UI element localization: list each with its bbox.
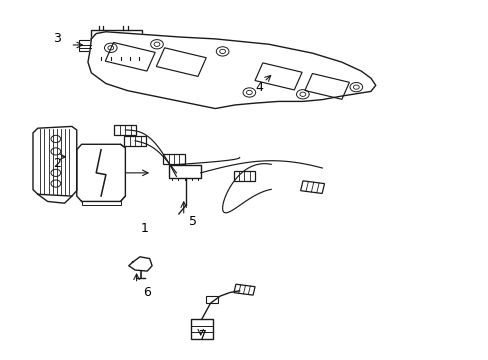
Bar: [156, 48, 206, 76]
Text: 6: 6: [143, 286, 151, 299]
Bar: [163, 154, 184, 163]
Polygon shape: [128, 257, 152, 271]
Bar: [300, 181, 324, 193]
Bar: [114, 125, 136, 135]
Bar: [233, 171, 255, 181]
Text: 1: 1: [141, 222, 148, 235]
Bar: [124, 136, 146, 146]
Bar: [305, 73, 349, 99]
Bar: [254, 63, 302, 90]
Text: 7: 7: [199, 329, 207, 342]
Bar: [94, 33, 115, 55]
Bar: [191, 319, 212, 339]
Bar: [233, 284, 255, 295]
Bar: [169, 165, 201, 178]
Text: 2: 2: [53, 157, 61, 170]
Bar: [118, 33, 139, 55]
Bar: [79, 40, 91, 51]
Polygon shape: [77, 144, 125, 202]
Bar: [81, 201, 120, 205]
Bar: [205, 296, 217, 303]
Text: 4: 4: [255, 81, 263, 94]
Polygon shape: [88, 32, 375, 109]
Polygon shape: [33, 126, 77, 196]
Text: 3: 3: [53, 32, 61, 45]
Bar: [91, 30, 142, 57]
Text: 5: 5: [189, 215, 197, 228]
Bar: [105, 42, 155, 71]
